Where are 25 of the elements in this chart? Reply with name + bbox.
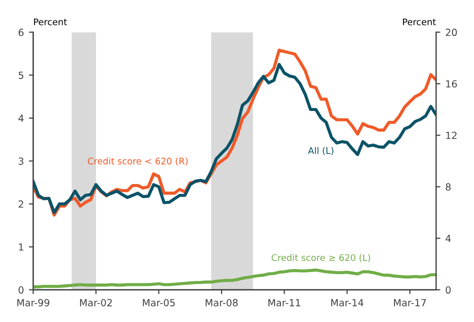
y2-tick-label: 16 — [446, 80, 457, 88]
x-tick-label: Mar-17 — [394, 299, 426, 306]
y2-tick-label: 8 — [446, 183, 451, 191]
x-tick-label: Mar-05 — [142, 299, 175, 306]
y-tick-label: 5 — [18, 72, 24, 79]
y-tick-label: 3 — [18, 157, 24, 165]
y-tick-label: 0 — [18, 286, 24, 294]
series-label: All (L) — [308, 147, 334, 156]
x-tick-label: Mar-11 — [268, 299, 300, 306]
y2-tick-label: 0 — [446, 286, 451, 294]
y-tick-label: 2 — [18, 200, 24, 208]
y2-tick-label: 4 — [446, 234, 451, 242]
x-tick-label: Mar-99 — [17, 299, 50, 306]
y-axis-title: Percent — [34, 18, 67, 26]
x-tick-label: Mar-14 — [331, 299, 364, 306]
y-tick-label: 4 — [18, 114, 24, 122]
y-tick-label: 1 — [19, 243, 24, 251]
x-tick-label: Mar-02 — [80, 299, 112, 306]
y2-tick-label: 12 — [446, 132, 457, 139]
series-label: Credit score ≥ 620 (L) — [272, 254, 370, 262]
y2-tick-label: 20 — [446, 28, 457, 36]
y-tick-label: 6 — [18, 28, 24, 36]
y2-axis-title: Percent — [403, 18, 436, 26]
series-label: Credit score < 620 (R) — [88, 157, 188, 166]
x-tick-label: Mar-08 — [206, 299, 238, 306]
